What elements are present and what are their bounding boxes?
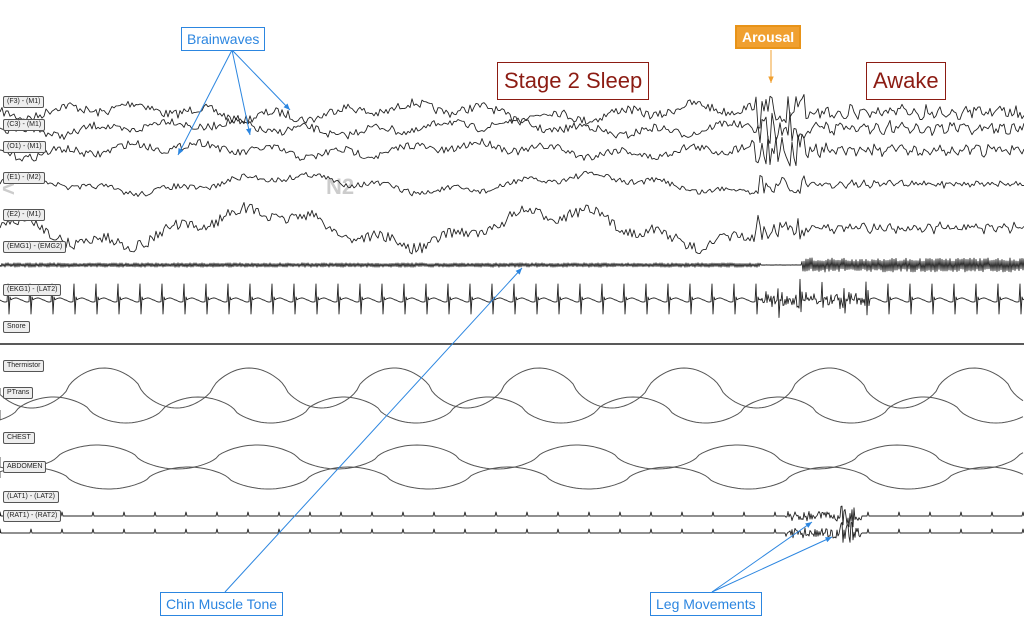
brainwaves-arrow-1-head (178, 148, 184, 155)
channel-label-e1-m2: (E1) - (M2) (3, 172, 45, 184)
arousal-callout: Arousal (735, 25, 802, 49)
brainwaves-arrow-3-head (283, 103, 290, 110)
channel-label-ptrans: PTrans (3, 387, 34, 399)
trace-c3-m1 (0, 111, 1024, 144)
channel-label-lat: (LAT1) - (LAT2) (3, 491, 59, 503)
trace-thermistor (0, 367, 1024, 409)
trace-ekg (0, 278, 1024, 318)
trace-f3-m1 (0, 94, 1024, 129)
brainwaves-arrow-2-line (231, 49, 251, 136)
trace-chest (0, 444, 1024, 470)
chin-muscle-tone-arrow-line (224, 267, 523, 593)
channel-label-e2-m1: (E2) - (M1) (3, 209, 45, 221)
chin-muscle-tone-arrow-head (515, 268, 522, 275)
channel-label-abdomen: ABDOMEN (3, 461, 47, 473)
channel-label-o1-m1: (O1) - (M1) (3, 141, 46, 153)
brainwaves-arrow-1-line (177, 49, 233, 156)
trace-abdomen (0, 466, 1024, 490)
trace-e1-m2 (0, 170, 1024, 197)
trace-rat (0, 521, 1024, 543)
trace-ptrans (0, 396, 1024, 424)
stage-2-sleep-label: Stage 2 Sleep (497, 62, 650, 100)
leg-movements-arrow-1-line (711, 521, 813, 593)
brainwaves-arrow-2-head (245, 128, 252, 135)
chin-muscle-tone-callout: Chin Muscle Tone (160, 592, 284, 616)
channel-label-chest: CHEST (3, 432, 35, 444)
arousal-arrow-head (768, 76, 774, 83)
channel-label-ekg: (EKG1) - (LAT2) (3, 284, 62, 296)
trace-lat (0, 505, 1024, 528)
leg-movements-callout: Leg Movements (650, 592, 762, 616)
channel-label-f3-m1: (F3) - (M1) (3, 96, 45, 108)
channel-label-snore: Snore (3, 321, 30, 333)
awake-label: Awake (866, 62, 946, 100)
trace-emg (0, 257, 1024, 273)
leg-movements-arrow-2-line (711, 536, 833, 593)
channel-label-c3-m1: (C3) - (M1) (3, 119, 46, 131)
brainwaves-arrow-3-line (231, 49, 291, 111)
brainwaves-callout: Brainwaves (181, 27, 266, 51)
leg-movements-arrow-2-head (825, 537, 832, 543)
channel-label-rat: (RAT1) - (RAT2) (3, 510, 62, 522)
trace-e2-m1 (0, 202, 1024, 255)
channel-label-emg: (EMG1) - (EMG2) (3, 241, 67, 253)
channel-label-thermistor: Thermistor (3, 360, 45, 372)
stage-watermark-n2: N2 (326, 174, 355, 199)
leg-movements-arrow-1-head (805, 522, 812, 528)
trace-o1-m1 (0, 133, 1024, 167)
